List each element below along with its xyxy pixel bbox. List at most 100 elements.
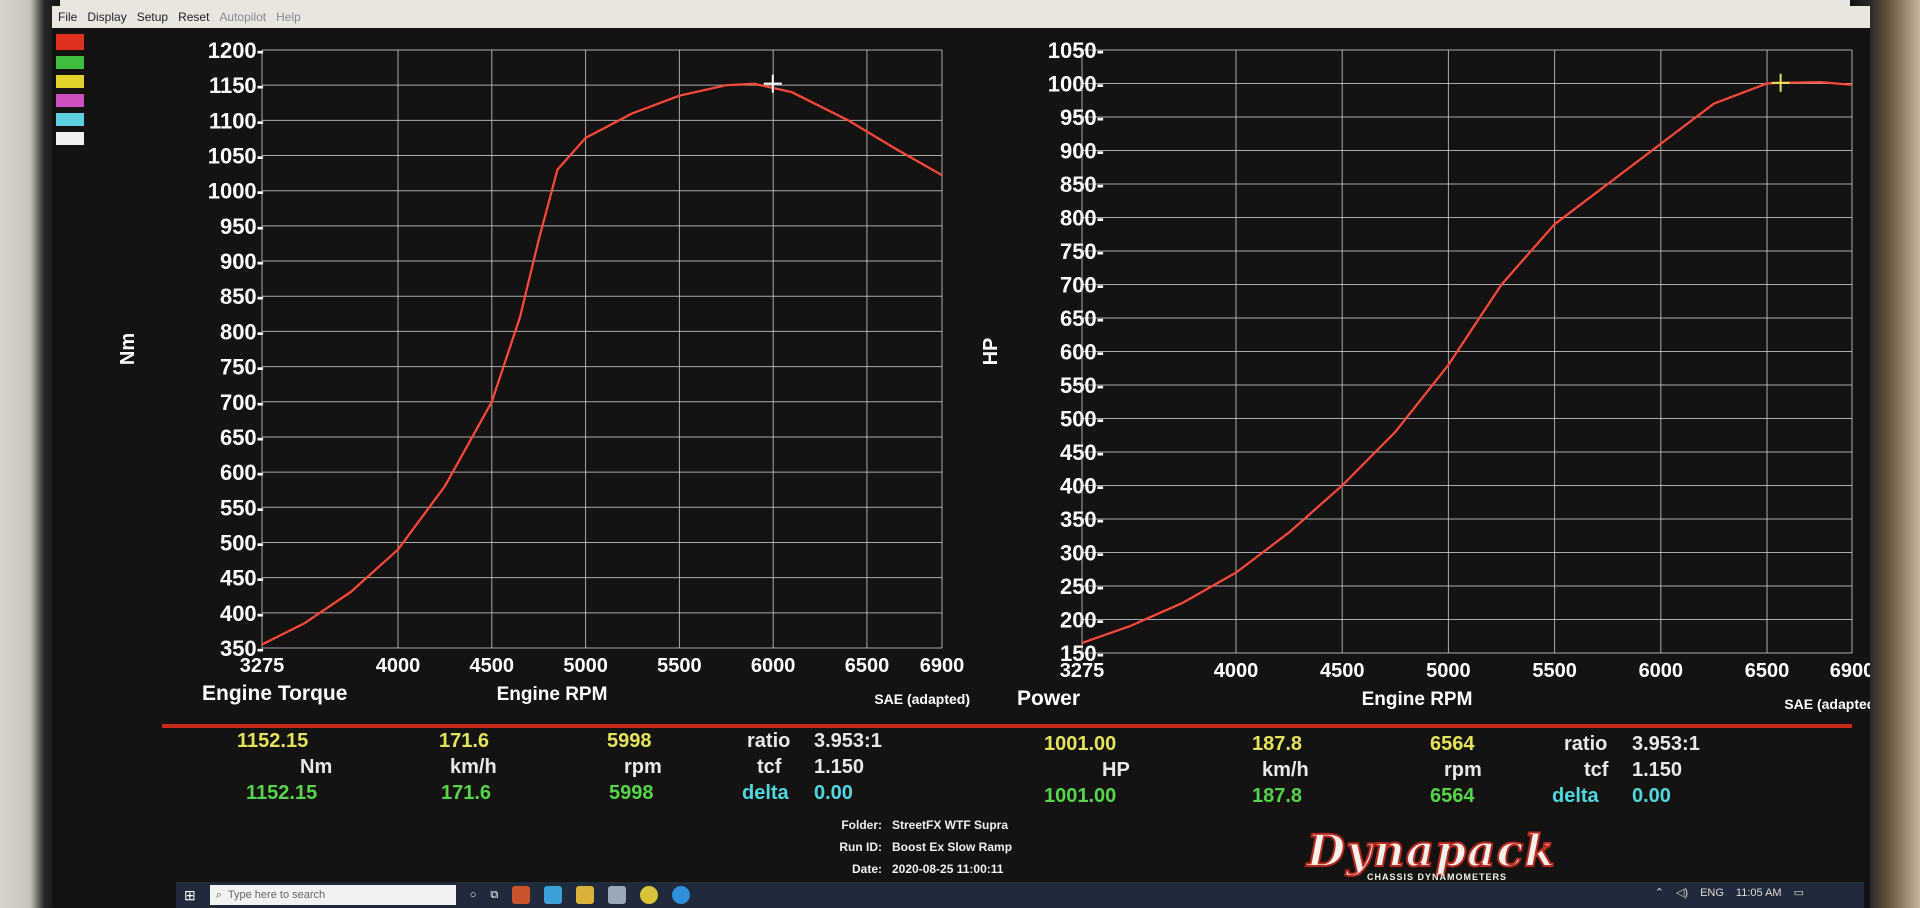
y-tick-label: 750- (220, 355, 264, 380)
folder-icon[interactable] (576, 886, 595, 904)
x-tick-label: 4000 (1214, 660, 1259, 682)
sae-note: SAE (adapted) (1784, 696, 1870, 712)
x-axis-label: Engine RPM (497, 684, 608, 705)
y-tick-label: 1050- (1048, 38, 1104, 63)
x-tick-label: 6900 (920, 655, 965, 677)
y-tick-label: 600- (220, 460, 264, 485)
folder-label: Folder: (841, 818, 882, 832)
y-tick-label: 350- (220, 636, 264, 661)
run-id-value: Boost Ex Slow Ramp (892, 840, 1013, 854)
power-unit-hp: HP (1102, 759, 1130, 781)
torque-ratio-label: ratio (747, 730, 791, 752)
y-axis-label: Nm (117, 333, 139, 365)
x-tick-label: 5500 (657, 655, 702, 677)
channel-swatch[interactable] (56, 132, 84, 145)
menu-setup[interactable]: Setup (136, 10, 169, 24)
date-value: 2020-08-25 11:00:11 (892, 862, 1004, 876)
series-line (261, 82, 943, 646)
torque-delta-label: delta (742, 782, 789, 804)
y-tick-label: 400- (220, 601, 264, 626)
power-ratio-value: 3.953:1 (1632, 733, 1700, 755)
y-tick-label: 1200- (208, 38, 264, 63)
channel-swatch[interactable] (56, 34, 84, 50)
logo-wordmark: Dynapack (1306, 825, 1556, 878)
channel-swatch[interactable] (56, 75, 84, 88)
clock[interactable]: 11:05 AM (1735, 886, 1782, 899)
y-tick-label: 800- (220, 319, 264, 344)
y-tick-label: 950- (220, 214, 264, 239)
torque-chart: 350- 400- 450- 500- 550- 600- 650- 700- 750- 800-… (117, 38, 970, 707)
x-tick-label: 6500 (1745, 660, 1790, 682)
volume-icon[interactable]: ◁) (1675, 887, 1689, 899)
power-value-green: 1001.00 (1044, 785, 1117, 807)
power-value-yellow: 1001.00 (1044, 733, 1117, 755)
dyno-app-icon[interactable] (512, 886, 531, 904)
x-tick-label: 4500 (1320, 660, 1365, 682)
power-tcf-label: tcf (1584, 759, 1609, 781)
y-tick-label: 450- (220, 566, 264, 591)
torque-delta-value: 0.00 (814, 782, 853, 804)
language-indicator[interactable]: ENG (1700, 886, 1724, 899)
search-placeholder: Type here to search (227, 889, 326, 901)
channel-swatch[interactable] (56, 113, 84, 126)
system-tray: ⌃ ◁) ENG 11:05 AM ▭ (1654, 886, 1804, 900)
run-info: Folder: StreetFX WTF Supra Run ID: Boost E… (772, 814, 1012, 880)
y-tick-label: 500- (220, 530, 264, 555)
menu-reset[interactable]: Reset (178, 10, 210, 24)
channel-swatch[interactable] (56, 94, 84, 107)
menu-help[interactable]: Help (276, 10, 301, 24)
cortana-icon[interactable]: ○ (469, 889, 477, 901)
monitor-bezel-left (0, 0, 60, 908)
x-tick-label: 3275 (240, 655, 285, 677)
y-tick-label: 1050- (208, 144, 264, 169)
torque-tcf-label: tcf (757, 756, 782, 778)
power-rpm-yellow: 6564 (1430, 733, 1475, 755)
power-unit-kmh: km/h (1262, 759, 1309, 781)
y-tick-label: 1000- (1048, 72, 1104, 97)
y-tick-label: 1000- (208, 179, 264, 204)
y-tick-label: 1100- (209, 108, 264, 133)
menu-autopilot[interactable]: Autopilot (219, 10, 267, 24)
edge-icon[interactable] (672, 886, 691, 904)
x-tick-label: 5000 (1426, 660, 1471, 682)
file-explorer-icon[interactable] (544, 886, 563, 904)
x-tick-label: 6000 (1639, 660, 1684, 682)
tray-chevron-icon[interactable]: ⌃ (1654, 887, 1664, 899)
power-ratio-label: ratio (1564, 733, 1608, 755)
readout-divider (162, 724, 1852, 728)
power-rpm-green: 6564 (1430, 785, 1475, 807)
chart-title: Power (1017, 687, 1080, 710)
monitor-bezel-top (0, 0, 1920, 8)
power-speed-green: 187.8 (1252, 785, 1303, 807)
power-chart: 150-200-250-300-350-400-450-500-550-600-… (980, 38, 1870, 712)
dyno-screen: File Display Setup Reset Autopilot Help … (52, 6, 1870, 908)
series-line (1081, 81, 1853, 644)
x-axis-label: Engine RPM (1362, 689, 1473, 710)
search-icon: ⌕ (215, 888, 222, 901)
menu-bar: File Display Setup Reset Autopilot Help (52, 6, 1870, 28)
torque-rpm-green: 5998 (609, 782, 654, 804)
windows-taskbar: ⊞ ⌕ Type here to search ○ ⧉ ⌃ ◁) ENG 11:… (176, 882, 1864, 908)
channel-swatch[interactable] (56, 56, 84, 69)
power-delta-value: 0.00 (1632, 785, 1671, 807)
y-tick-label: 700- (220, 390, 264, 415)
x-tick-label: 4500 (470, 655, 515, 677)
chrome-icon[interactable] (640, 886, 659, 904)
torque-ratio-value: 3.953:1 (814, 730, 882, 752)
y-axis-label: HP (980, 338, 1002, 366)
menu-display[interactable]: Display (87, 10, 127, 24)
power-tcf-value: 1.150 (1632, 759, 1683, 781)
torque-unit-rpm: rpm (624, 756, 662, 778)
y-tick-label: 900- (220, 249, 264, 274)
store-icon[interactable] (608, 886, 627, 904)
taskbar-search-input[interactable]: ⌕ Type here to search (209, 885, 456, 905)
power-speed-yellow: 187.8 (1252, 733, 1303, 755)
task-view-icon[interactable]: ⧉ (490, 888, 499, 901)
chart-title: Engine Torque (202, 682, 347, 705)
start-icon[interactable]: ⊞ (184, 886, 196, 903)
menu-file[interactable]: File (58, 10, 78, 24)
notification-icon[interactable]: ▭ (1793, 887, 1804, 899)
torque-speed-yellow: 171.6 (439, 730, 490, 752)
torque-speed-green: 171.6 (441, 782, 492, 804)
folder-value: StreetFX WTF Supra (892, 818, 1009, 832)
